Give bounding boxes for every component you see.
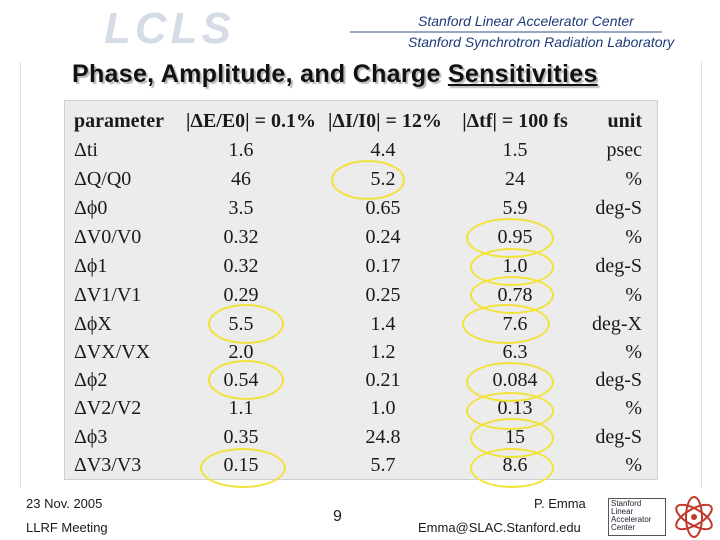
- header-unit: unit: [607, 110, 642, 132]
- table-cell-current: 0.25: [365, 284, 401, 306]
- table-cell-unit: %: [625, 284, 642, 306]
- table-cell-parameter: Δϕ2: [74, 369, 108, 391]
- footer-author: P. Emma: [534, 496, 586, 511]
- table-cell-parameter: Δϕ3: [74, 426, 108, 448]
- header-current: |ΔI/I0| = 12%: [328, 110, 442, 132]
- footer-meeting: LLRF Meeting: [26, 520, 108, 535]
- table-cell-unit: psec: [606, 139, 642, 161]
- table-cell-current: 5.7: [370, 454, 396, 476]
- table-cell-energy: 0.32: [223, 226, 259, 248]
- table-cell-parameter: ΔVX/VX: [74, 341, 151, 363]
- table-cell-parameter: ΔV0/V0: [74, 226, 142, 248]
- atom-logo-icon: [675, 496, 713, 538]
- table-cell-unit: deg-S: [595, 369, 642, 391]
- table-panel: [64, 100, 658, 480]
- table-cell-parameter: Δϕ0: [74, 197, 108, 219]
- table-cell-current: 4.4: [370, 139, 396, 161]
- table-cell-timing: 7.6: [502, 313, 528, 335]
- table-cell-energy: 0.15: [223, 454, 259, 476]
- table-cell-current: 24.8: [365, 426, 401, 448]
- table-cell-current: 5.2: [370, 168, 396, 190]
- table-cell-parameter: ΔV2/V2: [74, 397, 142, 419]
- table-cell-energy: 3.5: [228, 197, 254, 219]
- table-cell-timing: 0.78: [497, 284, 533, 306]
- table-cell-current: 0.17: [365, 255, 401, 277]
- footer-date: 23 Nov. 2005: [26, 496, 103, 511]
- table-cell-timing: 15: [505, 426, 525, 448]
- org-line-1: Stanford Linear Accelerator Center: [418, 13, 634, 29]
- title-underlined: Sensitivities: [447, 60, 598, 88]
- table-cell-timing: 8.6: [502, 454, 528, 476]
- table-cell-energy: 0.29: [223, 284, 259, 306]
- header-energy: |ΔE/E0| = 0.1%: [186, 110, 316, 132]
- table-cell-energy: 0.54: [223, 369, 259, 391]
- table-cell-parameter: ΔV1/V1: [74, 284, 142, 306]
- table-cell-timing: 0.13: [497, 397, 533, 419]
- table-cell-timing: 1.0: [502, 255, 528, 277]
- table-cell-energy: 5.5: [228, 313, 254, 335]
- table-cell-timing: 24: [505, 168, 525, 190]
- slide-title: Phase, Amplitude, and Charge Sensitiviti…: [72, 60, 598, 89]
- table-cell-parameter: ΔQ/Q0: [74, 168, 132, 190]
- slac-badge: Stanford Linear Accelerator Center: [608, 498, 666, 536]
- table-cell-unit: deg-X: [592, 313, 642, 335]
- table-cell-unit: deg-S: [595, 426, 642, 448]
- table-cell-energy: 1.6: [228, 139, 254, 161]
- table-cell-unit: deg-S: [595, 255, 642, 277]
- table-cell-energy: 1.1: [228, 397, 254, 419]
- table-cell-energy: 0.35: [223, 426, 259, 448]
- table-cell-unit: deg-S: [595, 197, 642, 219]
- slide-header: LCLS Stanford Linear Accelerator Center …: [0, 0, 720, 60]
- table-cell-parameter: ΔϕX: [74, 313, 112, 335]
- table-cell-unit: %: [625, 397, 642, 419]
- title-main: Phase, Amplitude, and Charge: [72, 60, 448, 88]
- table-cell-parameter: ΔV3/V3: [74, 454, 142, 476]
- footer-email: Emma@SLAC.Stanford.edu: [418, 520, 581, 535]
- table-cell-unit: %: [625, 226, 642, 248]
- table-cell-timing: 0.95: [497, 226, 533, 248]
- header-rule: [350, 31, 662, 33]
- table-cell-current: 1.4: [370, 313, 396, 335]
- table-cell-energy: 46: [231, 168, 251, 190]
- page-number: 9: [333, 508, 342, 525]
- table-cell-energy: 2.0: [228, 341, 254, 363]
- table-cell-current: 0.24: [365, 226, 401, 248]
- table-cell-timing: 6.3: [502, 341, 528, 363]
- table-cell-parameter: Δti: [74, 139, 98, 161]
- table-cell-unit: %: [625, 454, 642, 476]
- table-cell-current: 1.2: [370, 341, 396, 363]
- org-line-2: Stanford Synchrotron Radiation Laborator…: [408, 34, 675, 50]
- table-cell-unit: %: [625, 168, 642, 190]
- table-cell-energy: 0.32: [223, 255, 259, 277]
- table-cell-unit: %: [625, 341, 642, 363]
- table-cell-current: 0.21: [365, 369, 401, 391]
- lcls-logo: LCLS: [104, 4, 235, 53]
- table-cell-timing: 0.084: [492, 369, 538, 391]
- table-cell-timing: 1.5: [502, 139, 528, 161]
- table-cell-timing: 5.9: [502, 197, 528, 219]
- table-cell-current: 1.0: [370, 397, 396, 419]
- header-timing: |Δtf| = 100 fs: [462, 110, 568, 132]
- header-parameter: parameter: [74, 110, 164, 132]
- table-cell-parameter: Δϕ1: [74, 255, 108, 277]
- table-cell-current: 0.65: [365, 197, 401, 219]
